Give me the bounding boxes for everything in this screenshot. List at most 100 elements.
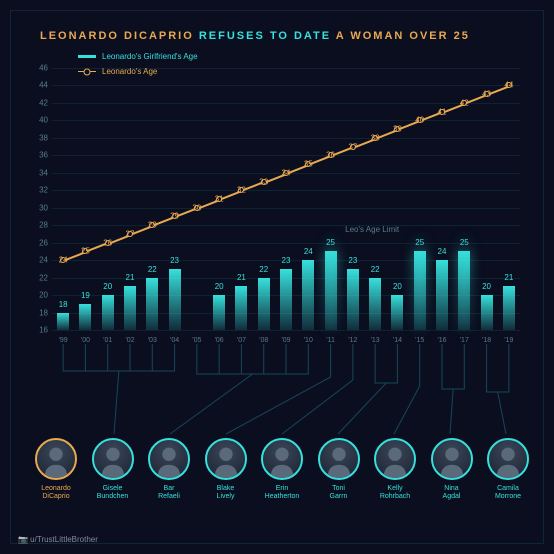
bar-value-label: 20 xyxy=(482,282,491,291)
leo-age-value: 32 xyxy=(237,186,246,195)
title-rest1: REFUSES TO DATE xyxy=(194,30,336,42)
bar-value-label: 21 xyxy=(126,273,135,282)
avatar xyxy=(261,438,303,480)
girlfriend-age-bar: 23 xyxy=(169,269,181,330)
y-axis-label: 24 xyxy=(32,256,48,265)
x-axis-label: '99 xyxy=(59,337,68,344)
leo-age-value: 36 xyxy=(326,151,335,160)
avatar xyxy=(205,438,247,480)
avatar xyxy=(148,438,190,480)
bar-value-label: 20 xyxy=(215,282,224,291)
legend-bar-swatch xyxy=(78,55,96,58)
girlfriend-age-bar: 22 xyxy=(369,278,381,330)
gridline xyxy=(52,225,520,226)
person: CamilaMorrone xyxy=(482,438,534,502)
person-name: BarRefaeli xyxy=(143,485,195,502)
chart-area: 16182022242628303234363840424446'99'00'0… xyxy=(52,68,520,330)
gridline xyxy=(52,208,520,209)
gridline xyxy=(52,68,520,69)
x-axis-label: '07 xyxy=(237,337,246,344)
avatar xyxy=(92,438,134,480)
person-name: KellyRohrbach xyxy=(369,485,421,502)
y-axis-label: 34 xyxy=(32,168,48,177)
leo-age-value: 42 xyxy=(460,98,469,107)
girlfriend-age-bar: 21 xyxy=(503,286,515,330)
leo-age-value: 44 xyxy=(504,81,513,90)
x-axis-label: '01 xyxy=(103,337,112,344)
girlfriend-age-bar: 20 xyxy=(213,295,225,330)
bar-value-label: 23 xyxy=(348,256,357,265)
x-axis-label: '14 xyxy=(393,337,402,344)
leo-age-value: 43 xyxy=(482,90,491,99)
girlfriend-age-bar: 23 xyxy=(347,269,359,330)
person-name: BlakeLively xyxy=(200,485,252,502)
y-axis-label: 22 xyxy=(32,273,48,282)
person: ToniGarrn xyxy=(313,438,365,502)
leo-age-value: 30 xyxy=(192,203,201,212)
y-axis-label: 32 xyxy=(32,186,48,195)
x-axis-label: '09 xyxy=(281,337,290,344)
person-name: NinaAgdal xyxy=(426,485,478,502)
leo-age-value: 33 xyxy=(259,177,268,186)
y-axis-label: 38 xyxy=(32,133,48,142)
person-name: CamilaMorrone xyxy=(482,485,534,502)
girlfriend-age-bar: 20 xyxy=(391,295,403,330)
x-axis-label: '03 xyxy=(148,337,157,344)
person-name: ToniGarrn xyxy=(313,485,365,502)
y-axis-label: 42 xyxy=(32,98,48,107)
leo-age-value: 41 xyxy=(438,107,447,116)
x-axis-label: '12 xyxy=(348,337,357,344)
leo-age-value: 27 xyxy=(126,229,135,238)
y-axis-label: 44 xyxy=(32,81,48,90)
leo-age-value: 39 xyxy=(393,125,402,134)
girlfriend-age-bar: 20 xyxy=(481,295,493,330)
leo-age-value: 35 xyxy=(304,160,313,169)
y-axis-label: 20 xyxy=(32,291,48,300)
y-axis-label: 36 xyxy=(32,151,48,160)
person: NinaAgdal xyxy=(426,438,478,502)
leo-age-value: 34 xyxy=(282,168,291,177)
age-limit-label: Leo's Age Limit xyxy=(345,225,399,234)
x-axis-label: '05 xyxy=(192,337,201,344)
x-axis-label: '10 xyxy=(304,337,313,344)
x-axis-label: '15 xyxy=(415,337,424,344)
title-name: LEONARDO DICAPRIO xyxy=(40,30,194,42)
leo-age-value: 26 xyxy=(103,238,112,247)
girlfriend-age-bar: 25 xyxy=(458,251,470,330)
girlfriend-age-bar: 24 xyxy=(302,260,314,330)
x-axis-label: '11 xyxy=(326,337,335,344)
y-axis-label: 46 xyxy=(32,64,48,73)
girlfriend-age-bar: 25 xyxy=(325,251,337,330)
person: ErinHeatherton xyxy=(256,438,308,502)
avatar xyxy=(487,438,529,480)
bar-value-label: 24 xyxy=(304,247,313,256)
bar-value-label: 20 xyxy=(393,282,402,291)
gridline xyxy=(52,155,520,156)
x-axis-label: '00 xyxy=(81,337,90,344)
bar-value-label: 25 xyxy=(326,238,335,247)
leo-age-value: 38 xyxy=(371,133,380,142)
bar-value-label: 20 xyxy=(103,282,112,291)
y-axis-label: 16 xyxy=(32,326,48,335)
credit: 📷 u/TrustLittleBrother xyxy=(18,535,98,544)
gridline xyxy=(52,138,520,139)
legend-girlfriend-label: Leonardo's Girlfriend's Age xyxy=(102,52,198,61)
y-axis-label: 18 xyxy=(32,308,48,317)
girlfriend-age-bar: 25 xyxy=(414,251,426,330)
bar-value-label: 21 xyxy=(504,273,513,282)
person-name: GiseleBundchen xyxy=(87,485,139,502)
girlfriend-age-bar: 19 xyxy=(79,304,91,330)
y-axis-label: 30 xyxy=(32,203,48,212)
gridline xyxy=(52,243,520,244)
person-name: LeonardoDiCaprio xyxy=(30,485,82,502)
person: BarRefaeli xyxy=(143,438,195,502)
bar-value-label: 23 xyxy=(170,256,179,265)
x-axis-label: '08 xyxy=(259,337,268,344)
avatar xyxy=(431,438,473,480)
person: LeonardoDiCaprio xyxy=(30,438,82,502)
leo-age-value: 31 xyxy=(215,195,224,204)
y-axis-label: 26 xyxy=(32,238,48,247)
gridline xyxy=(52,103,520,104)
gridline xyxy=(52,330,520,331)
girlfriend-age-bar: 22 xyxy=(146,278,158,330)
